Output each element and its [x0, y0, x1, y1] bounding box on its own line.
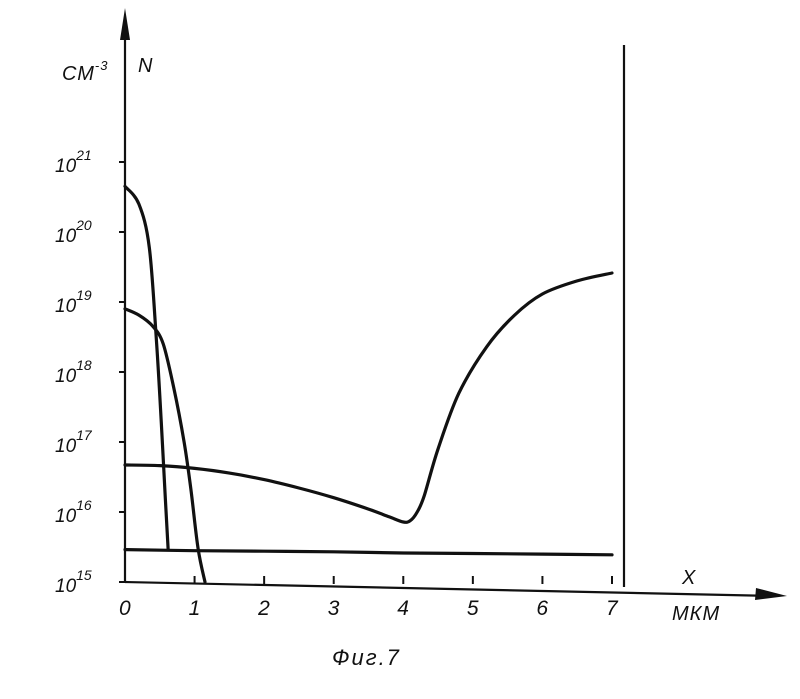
figure-caption: Фиг.7 [332, 645, 401, 670]
y-axis-unit: СМ-3 [62, 58, 108, 85]
x-tick-label: 3 [328, 597, 340, 620]
series-curve-3 [125, 273, 612, 522]
x-axis-unit: МКМ [672, 603, 720, 625]
x-axis-label: X [681, 567, 696, 589]
y-axis-arrow [120, 8, 130, 40]
x-tick-label: 4 [397, 597, 409, 620]
y-ticks: 1015 1016 1017 1018 1019 1020 1021 [55, 147, 125, 597]
x-tick-label: 7 [606, 597, 619, 620]
axes [120, 8, 787, 600]
y-tick-label: 1015 [55, 567, 92, 597]
y-tick-label: 1020 [55, 217, 92, 247]
x-axis-arrow [755, 588, 787, 600]
y-tick-label: 1016 [55, 497, 92, 527]
y-tick-label: 1018 [55, 357, 92, 387]
x-tick-label: 2 [257, 597, 270, 620]
y-axis-label: N [138, 55, 153, 77]
x-axis [125, 582, 775, 596]
series-curve-2 [125, 309, 205, 582]
series-curve-1 [125, 186, 168, 548]
y-tick-label: 1019 [55, 287, 92, 317]
y-tick-label: 1021 [55, 147, 92, 177]
x-tick-label: 6 [536, 597, 548, 620]
x-tick-label: 1 [189, 597, 201, 620]
y-tick-label: 1017 [55, 427, 93, 457]
x-tick-label: 0 [119, 597, 131, 620]
series-group [125, 186, 612, 582]
x-tick-label: 5 [467, 597, 479, 620]
x-ticks: 0 1 2 3 4 5 6 7 [119, 576, 619, 620]
